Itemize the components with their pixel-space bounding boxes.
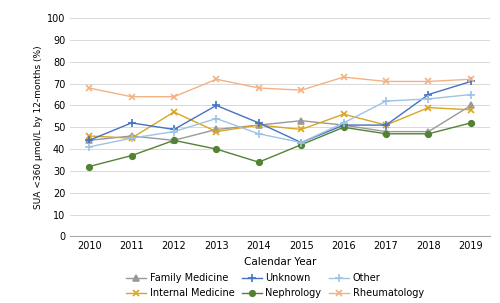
Y-axis label: SUA <360 μmol/L by 12-months (%): SUA <360 μmol/L by 12-months (%): [34, 45, 42, 209]
X-axis label: Calendar Year: Calendar Year: [244, 257, 316, 267]
Legend: Family Medicine, Internal Medicine, Unknown, Nephrology, Other, Rheumatology: Family Medicine, Internal Medicine, Unkn…: [126, 273, 424, 298]
